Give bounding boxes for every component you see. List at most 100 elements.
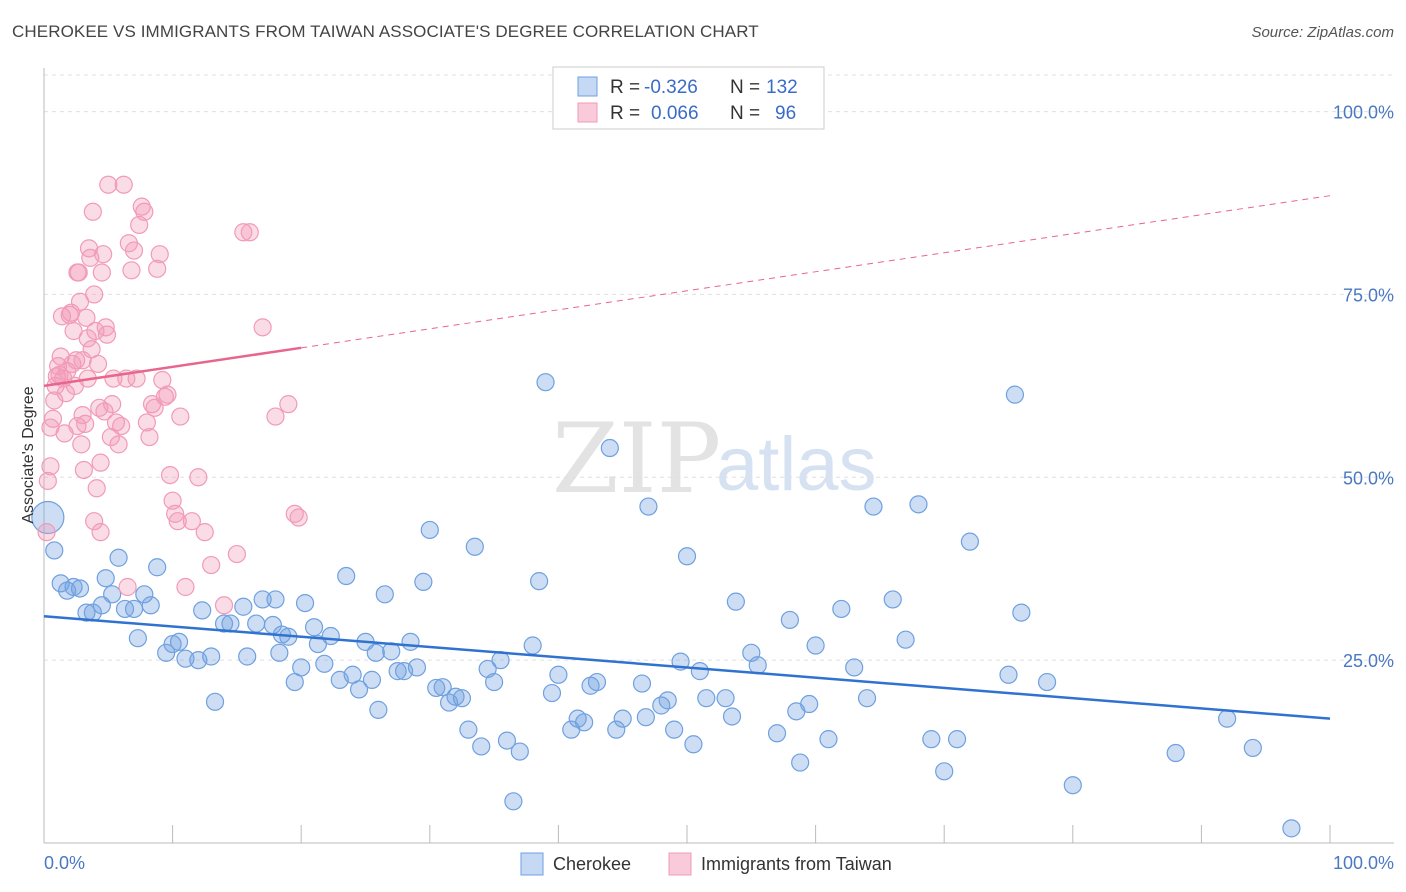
data-point [270, 643, 289, 662]
legend-r-value-0: -0.326 [644, 77, 698, 98]
data-point [94, 245, 113, 264]
data-point [1282, 819, 1301, 838]
data-point [73, 406, 92, 425]
data-point [780, 610, 799, 630]
data-point [485, 672, 504, 692]
watermark-zip: ZIP [552, 403, 721, 515]
bottom-legend-swatch-taiwan [668, 852, 692, 876]
data-point [613, 709, 632, 728]
y-tick-label-2: 75.0% [1343, 285, 1394, 305]
data-point [87, 479, 106, 498]
data-point [369, 700, 388, 719]
series-immigrants-from-taiwan [37, 175, 308, 615]
data-point [632, 674, 652, 693]
data-point [791, 753, 810, 772]
data-point [214, 596, 234, 615]
data-point [433, 678, 452, 697]
legend-n-value-0: 132 [766, 77, 798, 98]
data-point [1037, 672, 1057, 692]
data-point [112, 416, 131, 436]
data-point [388, 662, 407, 681]
legend-r-value-1: 0.066 [651, 103, 699, 124]
data-point [109, 435, 128, 454]
y-axis-label: Associate's Degree [20, 386, 37, 523]
data-point [195, 523, 214, 542]
data-point [497, 731, 517, 750]
data-point [166, 504, 185, 523]
data-point [504, 792, 523, 811]
data-point [234, 223, 253, 242]
bottom-legend-label-taiwan: Immigrants from Taiwan [701, 854, 892, 874]
legend-swatch-cherokee [577, 76, 598, 97]
legend: R = -0.326 N = 132 R = 0.066 N = 96 [552, 66, 825, 130]
data-point [91, 523, 110, 542]
data-point [401, 632, 420, 651]
data-point [639, 497, 658, 516]
data-point [45, 541, 64, 560]
data-point [124, 599, 144, 619]
data-point [158, 385, 177, 404]
data-point [141, 596, 160, 615]
data-point [182, 512, 201, 531]
data-point [279, 395, 298, 414]
data-point [91, 453, 110, 472]
data-point [427, 678, 446, 698]
data-point [375, 585, 394, 604]
data-point [148, 558, 167, 577]
data-point [542, 683, 562, 703]
legend-box [552, 66, 825, 130]
data-point [767, 724, 787, 743]
data-point [214, 614, 234, 633]
data-point [140, 427, 159, 447]
x-tick-label-min: 0.0% [44, 853, 85, 873]
data-point [607, 720, 626, 739]
y-tick-label-1: 50.0% [1343, 468, 1394, 488]
data-point [99, 175, 118, 194]
data-point [999, 665, 1018, 684]
data-point [103, 585, 122, 604]
data-point [864, 497, 883, 516]
data-point [292, 658, 311, 677]
data-point [168, 512, 187, 531]
data-point [77, 308, 96, 327]
data-point [304, 618, 324, 637]
data-point [697, 689, 716, 708]
data-point [31, 500, 65, 535]
bottom-legend-swatch-cherokee [520, 852, 544, 876]
trend-line-0 [43, 615, 1331, 720]
trend-line-solid-1 [43, 346, 302, 388]
data-point [857, 689, 877, 708]
data-point [52, 307, 72, 326]
data-point [85, 512, 104, 531]
chart-title: CHEROKEE VS IMMIGRANTS FROM TAIWAN ASSOC… [12, 22, 759, 41]
data-point [452, 689, 472, 708]
legend-n-value-1: 96 [775, 103, 796, 124]
data-point [665, 720, 684, 739]
data-point [148, 259, 167, 278]
data-point [960, 532, 980, 551]
series-cherokee [31, 373, 1301, 838]
data-point [118, 577, 137, 597]
bottom-legend-label-cherokee: Cherokee [553, 854, 631, 874]
data-point [722, 707, 742, 726]
data-point [266, 407, 285, 426]
data-point [819, 730, 838, 749]
source-credit: Source: ZipAtlas.com [1251, 24, 1394, 41]
data-point [896, 630, 915, 649]
data-point [72, 435, 91, 454]
data-point [1005, 385, 1025, 404]
data-point [909, 495, 928, 514]
data-point [37, 523, 56, 542]
data-point [349, 680, 369, 699]
data-point [155, 387, 174, 406]
data-point [38, 471, 57, 491]
y-tick-label-3: 100.0% [1333, 103, 1394, 123]
data-point [70, 579, 90, 598]
data-point [366, 643, 385, 662]
data-point [240, 223, 259, 242]
data-point [600, 438, 619, 458]
data-point [308, 634, 328, 654]
data-point [169, 632, 189, 651]
data-point [88, 354, 108, 374]
